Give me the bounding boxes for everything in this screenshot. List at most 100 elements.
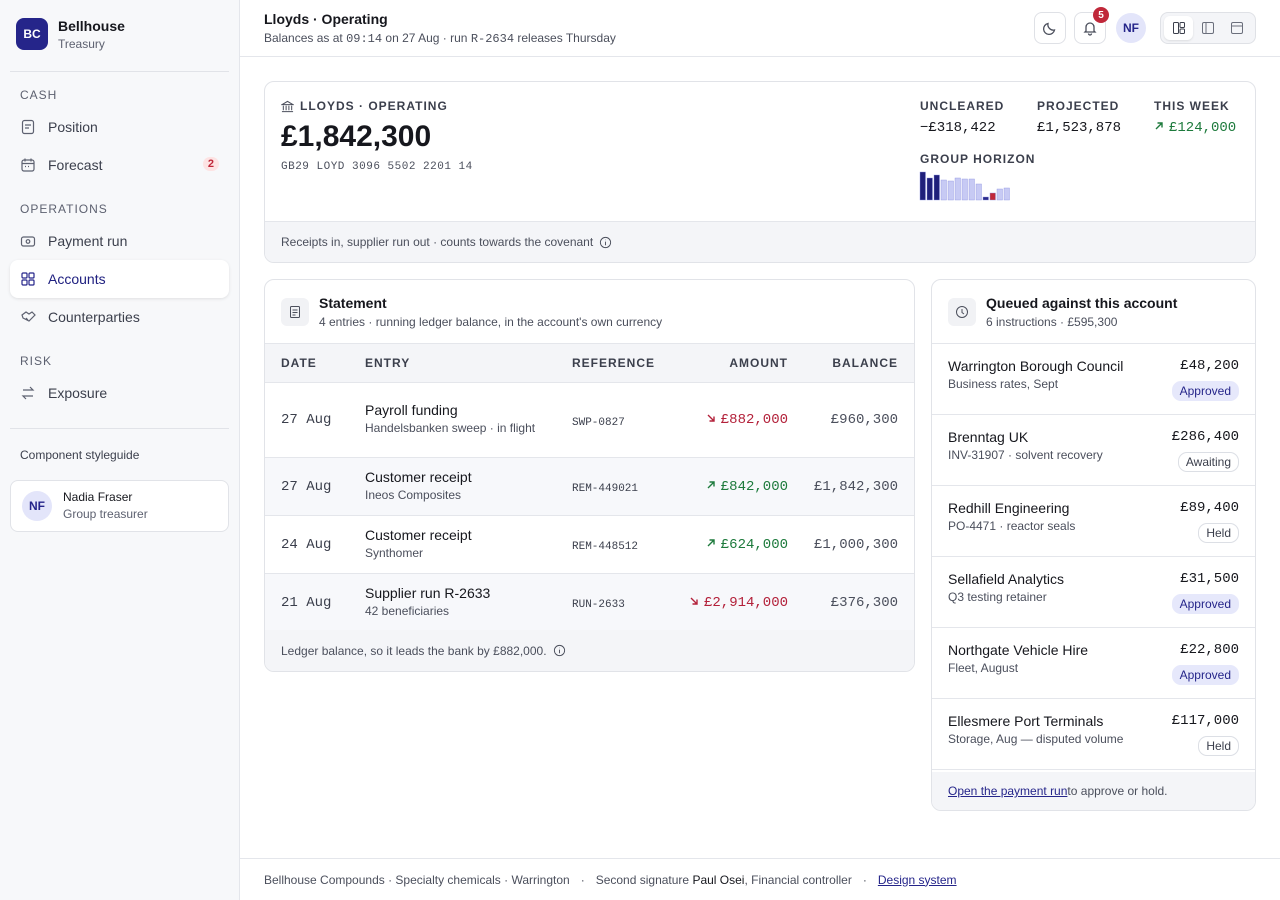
separator: · <box>580 872 585 887</box>
payee-detail: PO-4471 · reactor seals <box>948 519 1076 533</box>
styleguide-link[interactable]: Component styleguide <box>20 448 140 462</box>
notification-count: 5 <box>1093 7 1109 23</box>
amount: £624,000 <box>720 536 788 553</box>
header: Lloyds · Operating Balances as at 09:14 … <box>240 0 1280 57</box>
nav-item[interactable]: Exposure <box>10 374 229 412</box>
cell: £842,000 <box>681 457 789 516</box>
queue-card: Queued against this account 6 instructio… <box>931 279 1256 811</box>
entry-name: Customer receipt <box>365 526 472 543</box>
queue-item[interactable]: Ellesmere Port Terminals Storage, Aug — d… <box>932 699 1255 770</box>
nav-icon <box>21 386 35 400</box>
entry-detail: Handelsbanken sweep · in flight <box>365 421 536 435</box>
queue-item[interactable]: Brenntag UK INV-31907 · solvent recovery £… <box>932 415 1255 486</box>
nav-item[interactable]: Payment run <box>10 222 229 260</box>
horizon-bar <box>940 179 947 201</box>
card-title: Statement <box>319 295 387 311</box>
trend-arrow <box>707 480 715 488</box>
cell: REM-448512 <box>571 515 681 574</box>
statement-row[interactable]: 27 Aug Customer receipt Ineos Composites RE… <box>265 457 914 516</box>
queue-footer: Open the payment run to approve or hold. <box>932 772 1255 810</box>
horizon-bar <box>989 192 996 201</box>
layout-option[interactable] <box>1193 16 1222 40</box>
column-header: REFERENCE <box>571 344 681 383</box>
status-pill: Approved <box>1171 665 1239 685</box>
status-pill: Approved <box>1171 381 1239 401</box>
nav-item[interactable]: Forecast 2 <box>10 146 229 184</box>
user-card[interactable]: NF Nadia Fraser Group treasurer <box>10 480 229 532</box>
card-subtitle: 6 instructions · £595,300 <box>986 315 1118 329</box>
payment-run-link[interactable]: Open the payment run <box>948 784 1068 798</box>
subtitle-part: releases Thursday <box>514 31 616 45</box>
cell: RUN-2633 <box>571 573 681 632</box>
date: 21 Aug <box>281 594 332 611</box>
amount: £2,914,000 <box>703 594 788 611</box>
queue-item[interactable]: Sellafield Analytics Q3 testing retainer £… <box>932 557 1255 628</box>
user-name: Nadia Fraser <box>63 490 133 504</box>
account-note: Receipts in, supplier run out · counts t… <box>265 221 1255 262</box>
page-subtitle: Balances as at 09:14 on 27 Aug · run R-2… <box>264 31 616 46</box>
sig-role: , Financial controller <box>744 872 852 887</box>
bank-icon <box>281 100 294 112</box>
cell: Payroll funding Handelsbanken sweep · in … <box>364 382 571 458</box>
layout-option[interactable] <box>1223 16 1252 40</box>
clock-icon <box>948 298 976 326</box>
nav-icon <box>21 158 35 172</box>
layout-option[interactable] <box>1164 16 1194 40</box>
design-system-link[interactable]: Design system <box>877 872 957 887</box>
horizon-bar <box>968 178 975 201</box>
spacer <box>10 184 229 192</box>
header-avatar[interactable]: NF <box>1116 13 1146 43</box>
notifications-button[interactable]: 5 <box>1074 7 1109 44</box>
nav-item[interactable]: Position <box>10 108 229 146</box>
stat: THIS WEEK £124,000 <box>1154 99 1236 136</box>
entry-detail: Synthomer <box>365 545 424 560</box>
account-card: LLOYDS · OPERATING £1,842,300 GB29 LOYD … <box>264 81 1256 263</box>
subtitle-part: on 27 Aug · run <box>382 31 471 45</box>
entry-detail: 42 beneficiaries <box>365 603 450 618</box>
payee: Redhill Engineering <box>948 500 1070 516</box>
queue-item[interactable]: Redhill Engineering PO-4471 · reactor sea… <box>932 486 1255 557</box>
horizon-bar <box>926 177 933 201</box>
nav-item[interactable]: Accounts <box>10 260 229 298</box>
theme-button[interactable] <box>1034 12 1066 44</box>
logo[interactable]: BC <box>16 18 48 50</box>
queue-item[interactable]: Northgate Vehicle Hire Fleet, August £22,8… <box>932 628 1255 699</box>
column-header: AMOUNT <box>681 344 789 383</box>
payee: Ellesmere Port Terminals <box>948 713 1104 729</box>
statement-row[interactable]: 27 Aug Payroll funding Handelsbanken sweep… <box>265 382 914 458</box>
payee-detail: INV-31907 · solvent recovery <box>948 448 1103 462</box>
amount-row: £842,000 <box>706 479 788 495</box>
nav-label: Accounts <box>48 271 106 287</box>
info-icon[interactable] <box>599 236 612 249</box>
queue-item[interactable]: Warrington Borough Council Business rates… <box>932 344 1255 415</box>
nav-label: Payment run <box>48 233 128 249</box>
date: 27 Aug <box>281 478 332 495</box>
statement-footer: Ledger balance, so it leads the bank by … <box>265 630 914 671</box>
section-title: CASH <box>20 87 58 102</box>
trend-arrow <box>707 538 715 546</box>
balance: £960,300 <box>830 412 898 428</box>
divider <box>10 71 229 72</box>
stat-value-row: £1,523,878 <box>1037 120 1121 136</box>
card-header: Queued against this account 6 instructio… <box>932 280 1255 344</box>
info-icon[interactable] <box>553 644 566 657</box>
entry-name: Supplier run R-2633 <box>365 584 491 601</box>
moon-icon <box>1042 22 1056 36</box>
entry-name: Payroll funding <box>365 402 458 418</box>
user-role: Group treasurer <box>63 507 148 521</box>
statement-row[interactable]: 21 Aug Supplier run R-2633 42 beneficiarie… <box>265 573 914 632</box>
column-header: BALANCE <box>789 344 914 383</box>
bell-icon <box>1083 22 1097 36</box>
trend-arrow <box>690 597 698 605</box>
payee-detail: Business rates, Sept <box>948 377 1059 391</box>
cell: £1,000,300 <box>789 515 914 574</box>
statement-row[interactable]: 24 Aug Customer receipt Synthomer REM-44851… <box>265 515 914 574</box>
footer-text: Ledger balance, so it leads the bank by … <box>281 643 547 658</box>
account-label-row: LLOYDS · OPERATING <box>281 99 448 113</box>
payee-detail: Q3 testing retainer <box>948 590 1047 604</box>
reference: RUN-2633 <box>572 599 625 611</box>
payee-detail: Storage, Aug — disputed volume <box>948 732 1124 746</box>
amount: £842,000 <box>720 478 788 495</box>
nav-item[interactable]: Counterparties <box>10 298 229 336</box>
